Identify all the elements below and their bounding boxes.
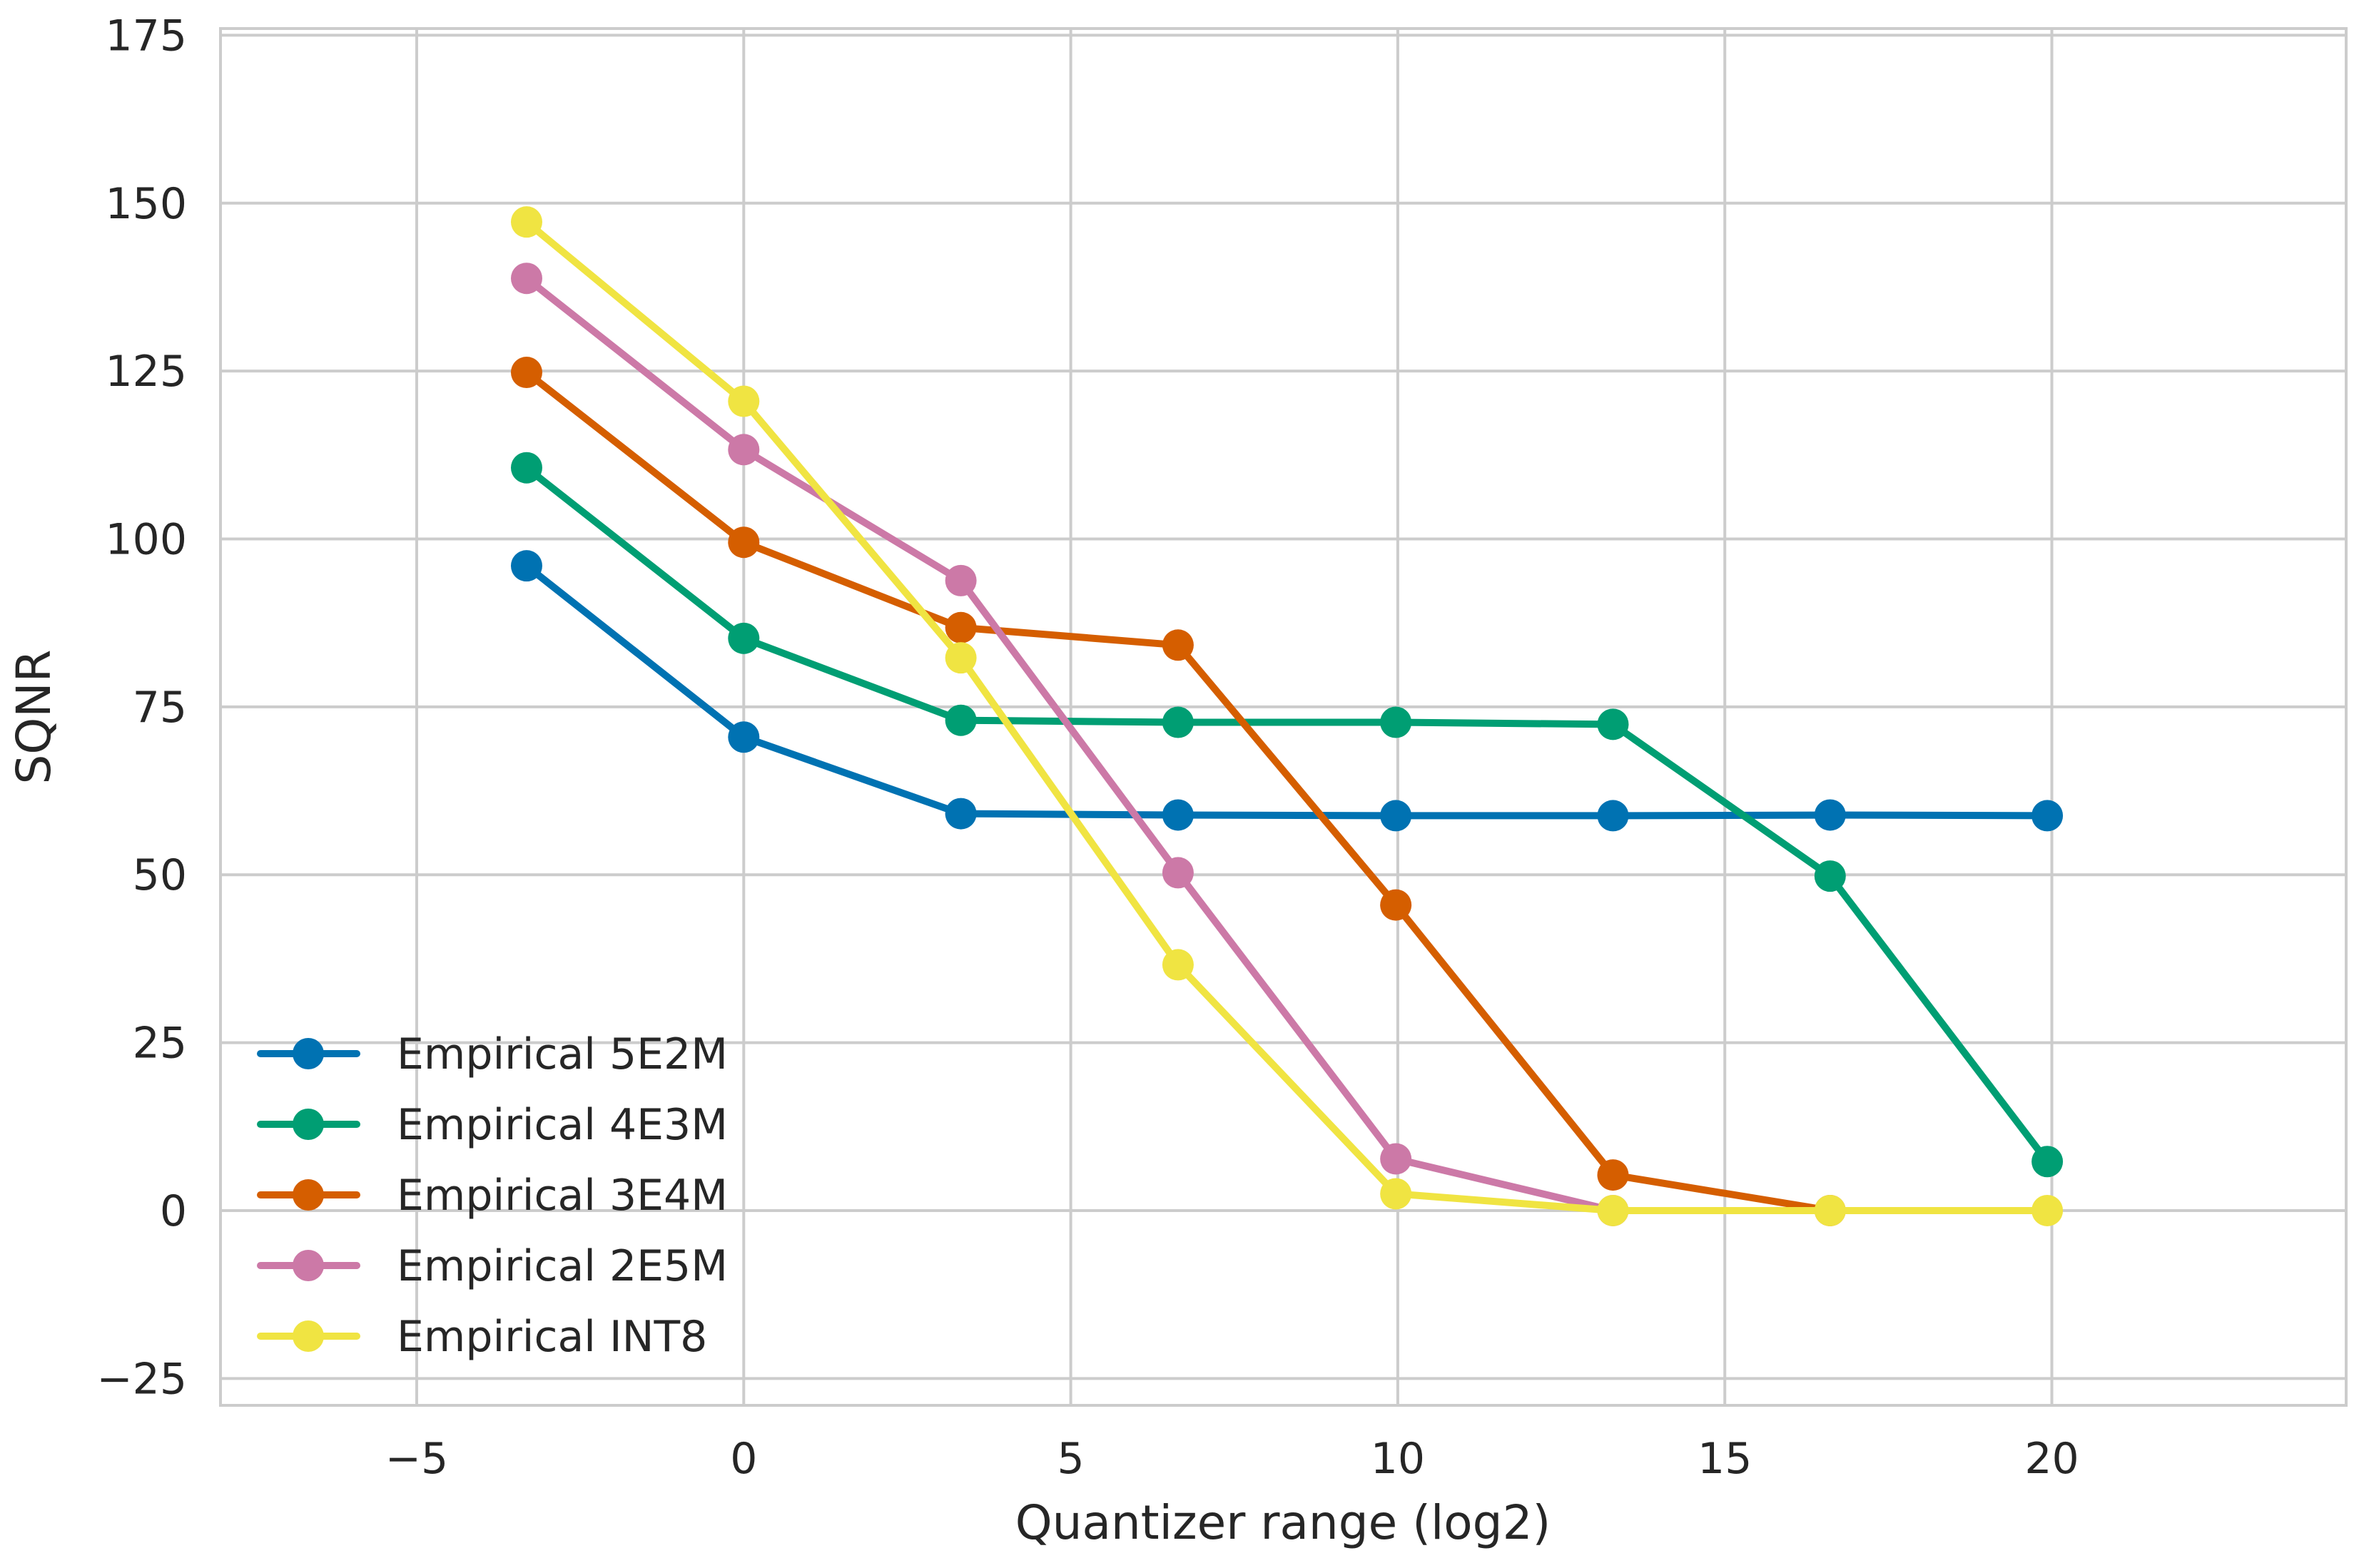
y-tick-label: 175 xyxy=(105,11,187,61)
y-tick-label: 150 xyxy=(105,179,187,229)
data-point xyxy=(728,526,760,559)
data-point xyxy=(2031,1146,2064,1178)
data-point xyxy=(945,564,977,596)
y-tick-label: 25 xyxy=(133,1019,187,1069)
data-point xyxy=(728,434,760,466)
legend: Empirical 5E2M Empirical 4E3M Empirical 3E… xyxy=(257,1029,728,1362)
data-point xyxy=(1380,706,1412,738)
y-tick-labels: −25 0 25 50 75 100 125 150 175 xyxy=(96,11,187,1404)
series-3 xyxy=(510,357,1846,1226)
legend-item: Empirical 3E4M xyxy=(257,1171,728,1221)
grid-lines xyxy=(220,29,2346,1405)
data-point xyxy=(945,704,977,736)
legend-swatch-marker xyxy=(293,1320,324,1352)
series-line xyxy=(523,218,2051,1214)
x-tick-label: 20 xyxy=(2024,1434,2079,1484)
series-1 xyxy=(510,550,2064,832)
data-point xyxy=(1597,1194,1629,1226)
data-point xyxy=(2031,800,2064,832)
y-tick-label: 100 xyxy=(105,515,187,565)
legend-item: Empirical 2E5M xyxy=(257,1241,728,1291)
data-point xyxy=(1380,1143,1412,1175)
plot-frame xyxy=(219,27,2348,1407)
x-tick-label: −5 xyxy=(385,1434,448,1484)
data-point xyxy=(728,622,760,654)
series-line xyxy=(523,464,2051,1166)
series-line xyxy=(523,275,1617,1214)
legend-label: Empirical 4E3M xyxy=(397,1100,728,1150)
legend-label: Empirical 2E5M xyxy=(397,1241,728,1291)
x-tick-label: 0 xyxy=(730,1434,757,1484)
data-point xyxy=(510,357,542,389)
data-point xyxy=(945,642,977,674)
data-point xyxy=(510,263,542,295)
series-5 xyxy=(510,206,2064,1226)
data-point xyxy=(1162,857,1194,889)
series-lines xyxy=(510,206,2064,1226)
y-tick-label: 75 xyxy=(133,683,187,733)
data-point xyxy=(1597,1159,1629,1191)
legend-item: Empirical 5E2M xyxy=(257,1029,728,1079)
legend-item: Empirical INT8 xyxy=(257,1312,707,1362)
data-point xyxy=(728,385,760,417)
data-point xyxy=(945,611,977,643)
x-tick-label: 5 xyxy=(1057,1434,1085,1484)
x-tick-label: 15 xyxy=(1698,1434,1752,1484)
y-tick-label: 50 xyxy=(133,850,187,900)
series-line xyxy=(523,562,2051,820)
data-point xyxy=(1162,799,1194,831)
x-tick-label: 10 xyxy=(1371,1434,1425,1484)
y-tick-label: 125 xyxy=(105,347,187,397)
data-point xyxy=(510,206,542,238)
data-point xyxy=(1597,800,1629,832)
legend-swatch-marker xyxy=(293,1038,324,1069)
legend-label: Empirical 3E4M xyxy=(397,1171,728,1221)
data-point xyxy=(1162,949,1194,981)
series-2 xyxy=(510,452,2064,1178)
data-point xyxy=(1380,1178,1412,1210)
data-point xyxy=(1814,1194,1846,1226)
data-point xyxy=(1162,629,1194,661)
data-point xyxy=(1597,708,1629,740)
y-axis-label: SQNR xyxy=(6,649,61,784)
y-tick-label: 0 xyxy=(160,1186,187,1236)
data-point xyxy=(510,452,542,484)
legend-label: Empirical 5E2M xyxy=(397,1029,728,1079)
data-point xyxy=(1814,799,1846,831)
data-point xyxy=(1162,706,1194,738)
y-tick-label: −25 xyxy=(96,1354,187,1404)
legend-swatch-marker xyxy=(293,1250,324,1281)
data-point xyxy=(728,721,760,753)
data-point xyxy=(1814,860,1846,892)
data-point xyxy=(945,798,977,830)
data-point xyxy=(1380,800,1412,832)
legend-swatch-marker xyxy=(293,1109,324,1140)
data-point xyxy=(2031,1194,2064,1226)
legend-label: Empirical INT8 xyxy=(397,1312,707,1362)
x-axis-label: Quantizer range (log2) xyxy=(1015,1495,1551,1550)
legend-swatch-marker xyxy=(293,1179,324,1211)
x-tick-labels: −5 0 5 10 15 20 xyxy=(385,1434,2079,1484)
data-point xyxy=(510,550,542,582)
legend-item: Empirical 4E3M xyxy=(257,1100,728,1150)
data-point xyxy=(1380,889,1412,921)
